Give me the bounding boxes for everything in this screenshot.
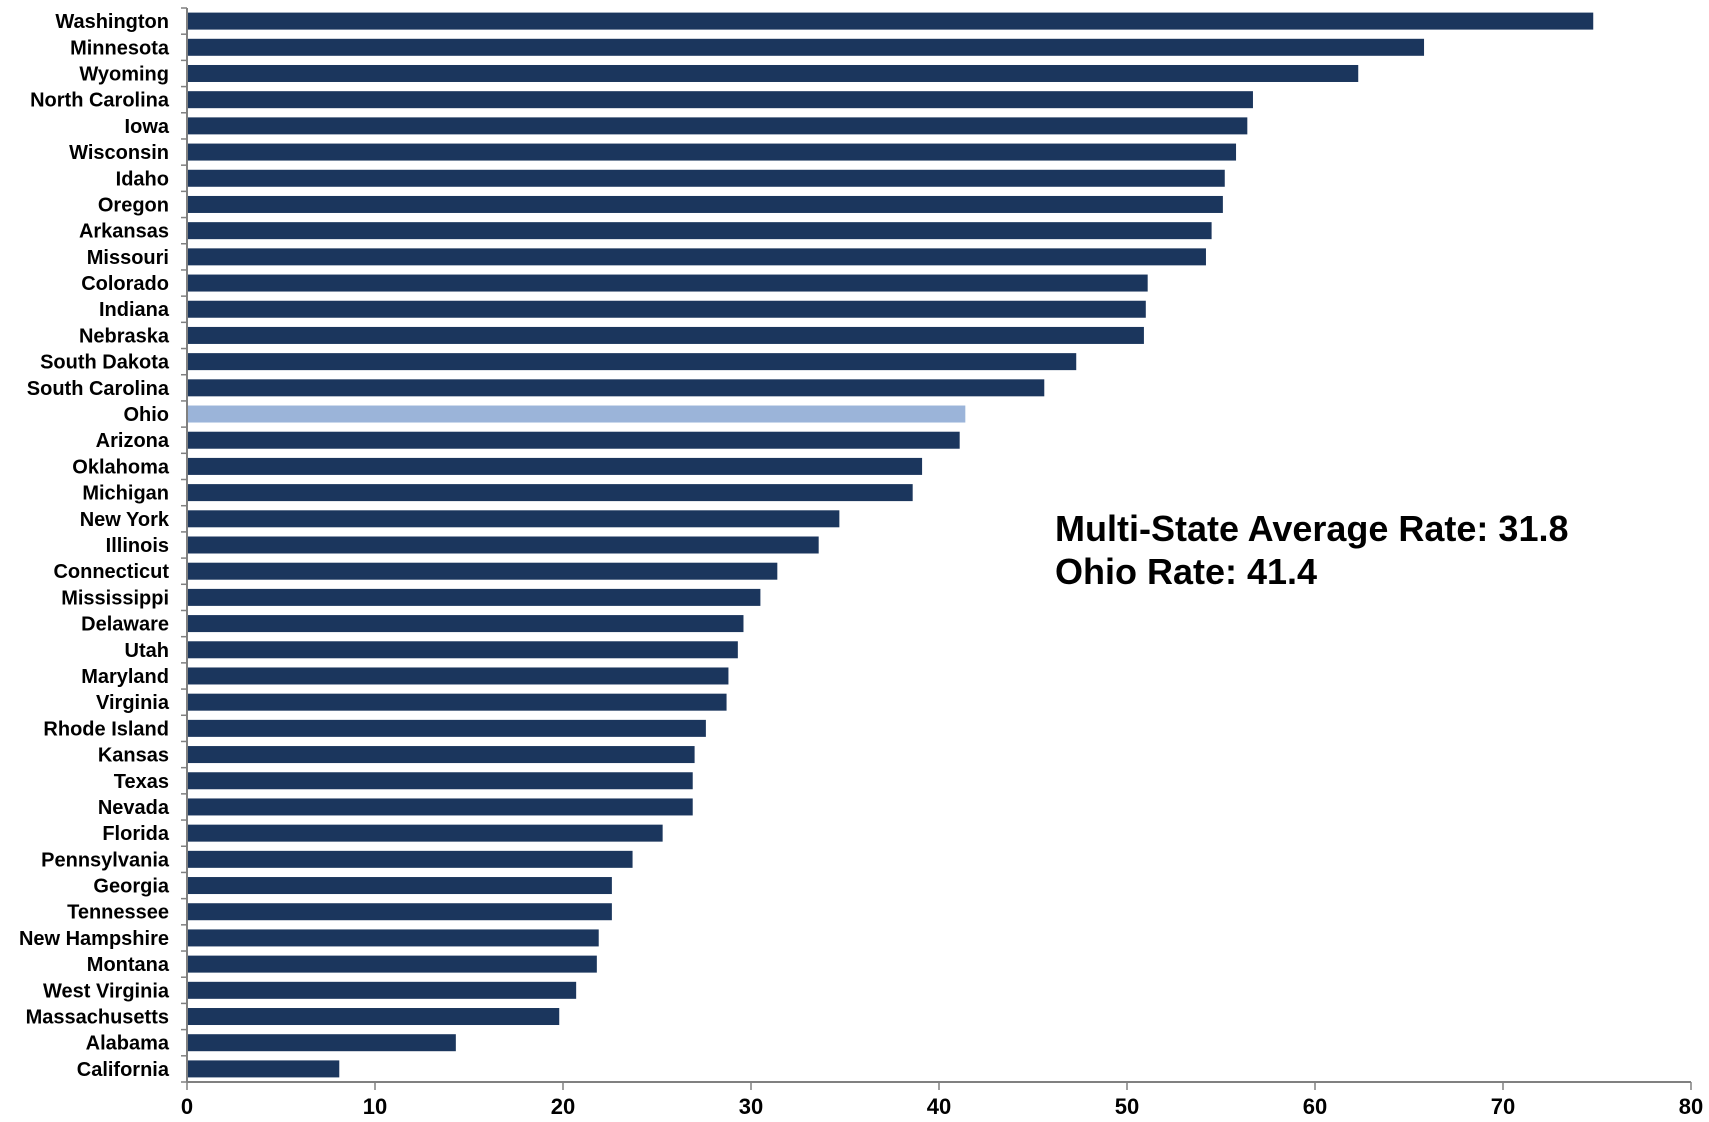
bar-utah <box>188 641 738 659</box>
bar-illinois <box>188 536 819 554</box>
bar-texas <box>188 772 693 790</box>
bar-nevada <box>188 798 693 816</box>
category-label-nevada: Nevada <box>98 797 170 819</box>
category-label-wisconsin: Wisconsin <box>69 142 169 164</box>
bar-massachusetts <box>188 1008 560 1026</box>
category-labels: Washington Minnesota Wyoming North Carolina… <box>19 11 170 1081</box>
bar-new-york <box>188 510 840 528</box>
category-label-nebraska: Nebraska <box>79 325 170 347</box>
x-tick-label-10: 10 <box>363 1094 387 1119</box>
bar-delaware <box>188 615 744 633</box>
bar-connecticut <box>188 562 778 580</box>
bar-kansas <box>188 746 695 764</box>
category-label-tennessee: Tennessee <box>67 902 169 924</box>
bar-montana <box>188 955 597 973</box>
category-label-wyoming: Wyoming <box>79 63 169 85</box>
category-label-idaho: Idaho <box>116 168 169 190</box>
bar-rhode-island <box>188 719 706 737</box>
category-label-maryland: Maryland <box>81 666 169 688</box>
bar-alabama <box>188 1034 456 1052</box>
bar-west-virginia <box>188 981 577 999</box>
x-tick-label-30: 30 <box>739 1094 763 1119</box>
category-label-ohio: Ohio <box>123 404 169 426</box>
bar-california <box>188 1060 340 1078</box>
bar-virginia <box>188 693 727 711</box>
bar-colorado <box>188 274 1148 292</box>
bar-north-carolina <box>188 91 1253 109</box>
category-label-new-york: New York <box>80 509 170 531</box>
category-label-south-carolina: South Carolina <box>27 378 170 400</box>
category-label-kansas: Kansas <box>98 745 169 767</box>
category-label-virginia: Virginia <box>96 692 170 714</box>
category-label-california: California <box>77 1059 170 1081</box>
category-label-mississippi: Mississippi <box>61 587 169 609</box>
bar-minnesota <box>188 38 1425 56</box>
category-label-new-hampshire: New Hampshire <box>19 928 169 950</box>
bar-oklahoma <box>188 457 923 475</box>
bar-washington <box>188 12 1594 30</box>
category-label-minnesota: Minnesota <box>70 37 170 59</box>
category-label-arkansas: Arkansas <box>79 221 169 243</box>
category-label-massachusetts: Massachusetts <box>26 1007 169 1029</box>
category-label-pennsylvania: Pennsylvania <box>41 849 170 871</box>
category-label-florida: Florida <box>102 823 170 845</box>
bar-florida <box>188 824 663 842</box>
category-label-indiana: Indiana <box>99 299 170 321</box>
bar-nebraska <box>188 326 1144 344</box>
bar-wisconsin <box>188 143 1237 161</box>
category-label-utah: Utah <box>125 640 169 662</box>
x-axis: 0 10 20 30 40 50 60 70 80 <box>181 7 1703 1119</box>
category-label-texas: Texas <box>114 771 169 793</box>
x-tick-label-40: 40 <box>927 1094 951 1119</box>
category-label-arizona: Arizona <box>96 430 170 452</box>
category-label-illinois: Illinois <box>106 535 169 557</box>
multi-state-average-annotation: Multi-State Average Rate: 31.8 <box>1055 508 1569 549</box>
category-label-rhode-island: Rhode Island <box>43 718 169 740</box>
category-label-missouri: Missouri <box>87 247 169 269</box>
category-label-colorado: Colorado <box>81 273 169 295</box>
annotation-box: Multi-State Average Rate: 31.8 Ohio Rate… <box>1055 507 1569 593</box>
x-tick-label-80: 80 <box>1679 1094 1703 1119</box>
bar-georgia <box>188 877 612 895</box>
category-label-montana: Montana <box>87 954 170 976</box>
category-label-oklahoma: Oklahoma <box>72 456 170 478</box>
category-label-oregon: Oregon <box>98 194 169 216</box>
category-label-georgia: Georgia <box>93 876 169 898</box>
bar-missouri <box>188 248 1206 266</box>
x-tick-label-20: 20 <box>551 1094 575 1119</box>
bar-iowa <box>188 117 1248 135</box>
category-label-michigan: Michigan <box>82 483 169 505</box>
category-label-connecticut: Connecticut <box>53 561 169 583</box>
bar-idaho <box>188 169 1225 187</box>
category-label-west-virginia: West Virginia <box>43 980 170 1002</box>
bar-wyoming <box>188 64 1359 82</box>
bar-south-dakota <box>188 353 1077 371</box>
bar-pennsylvania <box>188 850 633 868</box>
category-label-iowa: Iowa <box>125 116 170 138</box>
category-label-south-dakota: South Dakota <box>40 352 170 374</box>
category-label-north-carolina: North Carolina <box>30 90 170 112</box>
x-tick-label-60: 60 <box>1303 1094 1327 1119</box>
x-tick-label-0: 0 <box>181 1094 193 1119</box>
x-tick-label-50: 50 <box>1115 1094 1139 1119</box>
bar-maryland <box>188 667 729 685</box>
bar-arizona <box>188 431 960 449</box>
category-label-washington: Washington <box>55 11 169 33</box>
ohio-rate-annotation: Ohio Rate: 41.4 <box>1055 551 1318 592</box>
bar-indiana <box>188 300 1146 318</box>
bar-oregon <box>188 195 1223 213</box>
bar-michigan <box>188 484 913 502</box>
category-label-alabama: Alabama <box>86 1033 170 1055</box>
bar-south-carolina <box>188 379 1045 397</box>
bar-mississippi <box>188 588 761 606</box>
bar-tennessee <box>188 903 612 921</box>
bar-ohio <box>188 405 966 423</box>
bar-arkansas <box>188 222 1212 240</box>
category-label-delaware: Delaware <box>81 614 169 636</box>
bar-new-hampshire <box>188 929 599 947</box>
x-tick-label-70: 70 <box>1491 1094 1515 1119</box>
bars-group <box>188 12 1594 1078</box>
